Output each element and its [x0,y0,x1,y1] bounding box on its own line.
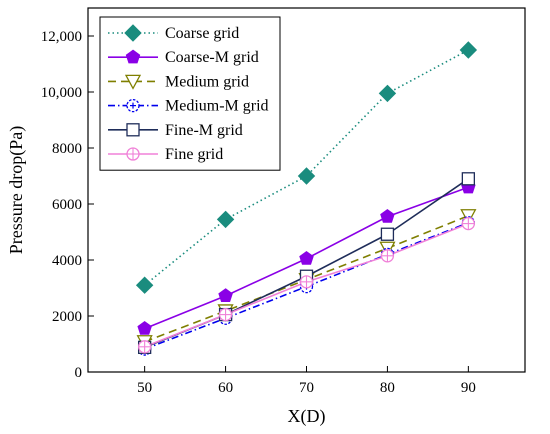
legend: Coarse grid Coarse-M grid Medium grid Mediu… [99,16,281,171]
y-tick-label: 12,000 [41,29,82,45]
data-point [380,208,395,223]
y-axis-title: Pressure drop(Pa) [6,126,27,254]
data-point [137,340,152,354]
x-tick-label: 80 [380,380,395,396]
legend-label: Medium-M grid [165,98,269,115]
data-point [380,249,395,263]
y-tick-label: 0 [75,365,83,381]
data-point [299,275,314,289]
axis-layer: 50 60 70 80 90 0 2000 4000 6000 8000 10,000 12,000 [41,29,476,396]
data-point [461,172,476,186]
legend-marker [126,147,140,161]
data-point [461,216,476,231]
legend-label: Coarse-M grid [165,49,259,66]
y-tick-label: 10,000 [41,85,82,101]
series-line-0 [144,49,469,286]
legend-box [99,16,281,171]
data-point [459,41,478,59]
legend-marker [125,49,141,64]
legend-entry: Medium grid [108,73,249,90]
legend-entry: Fine grid [108,146,223,163]
legend-label: Fine grid [165,146,223,163]
y-tick-label: 8000 [52,141,82,157]
legend-entry: Fine-M grid [108,122,243,139]
legend-entry: Coarse grid [108,24,239,42]
data-point [218,288,233,302]
x-tick-label: 90 [461,380,476,396]
data-point [297,167,316,185]
data-point [218,307,233,322]
data-point [460,209,477,225]
legend-marker [124,24,142,42]
plot-layer [135,41,478,356]
legend-marker [126,98,140,113]
legend-label: Medium grid [165,73,249,90]
legend-entry: Medium-M grid [108,98,269,115]
x-tick-label: 60 [218,380,233,396]
legend-label: Fine-M grid [165,122,243,139]
data-point [135,276,154,294]
legend-marker [124,74,142,90]
x-tick-label: 70 [299,380,314,396]
legend-label: Coarse grid [165,25,239,42]
data-point [380,227,395,241]
y-tick-label: 4000 [52,253,82,269]
data-point [299,250,314,265]
legend-entry: Coarse-M grid [108,49,259,66]
x-axis-title: X(D) [288,406,326,427]
data-point [137,320,152,335]
data-point [216,210,235,229]
y-tick-label: 2000 [52,309,82,325]
y-tick-label: 6000 [52,197,82,213]
data-point [378,84,397,103]
x-tick-label: 50 [137,380,152,396]
legend-marker [126,123,140,137]
